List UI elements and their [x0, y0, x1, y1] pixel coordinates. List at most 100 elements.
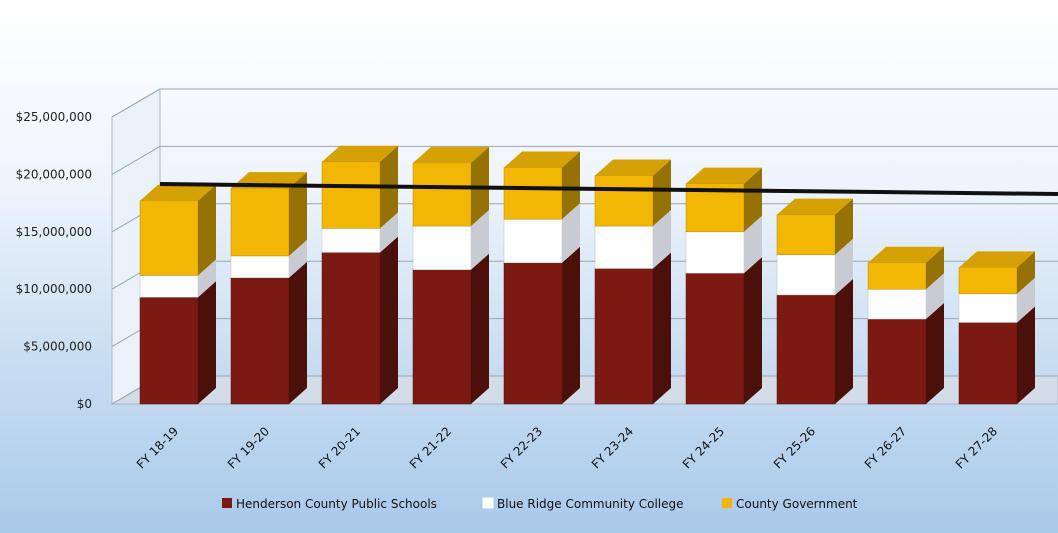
- bar-stack: [685, 167, 762, 405]
- x-tick-label: FY 21-22: [407, 424, 454, 471]
- bar-stack: [594, 159, 671, 405]
- bar-segment: [503, 167, 563, 220]
- bar-segment: [776, 294, 836, 405]
- bars: [139, 145, 1035, 405]
- x-tick-label: FY 19-20: [225, 424, 272, 471]
- bar-top-face: [686, 167, 762, 184]
- bar-segment: [139, 200, 199, 276]
- legend-swatch: [482, 497, 494, 509]
- bar-segment-side: [1017, 277, 1035, 323]
- bar-top-face: [959, 251, 1035, 268]
- bar-top-face: [504, 151, 580, 168]
- y-tick-label: $5,000,000: [23, 340, 92, 354]
- legend-item: Henderson County Public Schools: [222, 497, 437, 511]
- bar-segment-side: [198, 184, 216, 276]
- legend-item: County Government: [722, 497, 858, 511]
- bar-stack: [321, 145, 398, 405]
- bar-segment: [503, 262, 563, 405]
- bar-segment: [321, 252, 381, 405]
- y-tick-label: $0: [77, 397, 92, 411]
- bar-segment: [412, 269, 472, 405]
- bar-segment: [321, 161, 381, 229]
- bar-segment-side: [744, 167, 762, 232]
- bar-segment: [776, 214, 836, 256]
- bar-segment: [594, 225, 654, 269]
- bar-segment: [139, 275, 199, 298]
- x-tick-label: FY 22-23: [498, 424, 545, 471]
- bar-segment-side: [1017, 306, 1035, 404]
- bar-segment-side: [653, 159, 671, 227]
- legend-swatch: [222, 498, 232, 508]
- bar-segment-side: [380, 236, 398, 404]
- bar-stack: [958, 251, 1035, 405]
- bar-segment: [685, 231, 745, 274]
- bar-segment: [958, 267, 1018, 295]
- legend: Henderson County Public Schools Blue Ridg…: [222, 497, 858, 511]
- bar-segment-side: [380, 212, 398, 253]
- bar-segment: [867, 318, 927, 405]
- bar-segment: [412, 162, 472, 227]
- bar-segment-side: [835, 198, 853, 255]
- x-tick-label: FY 27-28: [953, 424, 1000, 471]
- bar-stack: [230, 172, 307, 405]
- bar-segment-side: [926, 246, 944, 290]
- bar-segment: [867, 288, 927, 320]
- bar-segment-side: [198, 259, 216, 298]
- bar-segment-side: [289, 239, 307, 278]
- bar-top-face: [322, 145, 398, 162]
- legend-label: County Government: [736, 497, 858, 511]
- bar-segment-side: [744, 257, 762, 404]
- bar-top-face: [777, 198, 853, 215]
- bar-segment: [230, 187, 290, 257]
- bar-segment-side: [926, 303, 944, 404]
- bar-segment-side: [562, 203, 580, 263]
- bar-segment-side: [562, 246, 580, 404]
- x-tick-label: FY 23-24: [589, 424, 636, 471]
- bar-segment: [503, 218, 563, 264]
- reference-line-group: [159, 182, 1058, 197]
- bar-segment-side: [653, 252, 671, 404]
- bar-segment: [776, 254, 836, 296]
- bar-top-face: [595, 159, 671, 176]
- y-axis-tick-labels: $0 $5,000,000 $10,000,000 $15,000,000 $20,00…: [16, 110, 92, 411]
- bar-segment: [685, 272, 745, 405]
- x-axis-tick-labels: FY 18-19 FY 19-20 FY 20-21 FY 21-22 FY 22-23…: [134, 424, 1000, 471]
- bar-segment-side: [835, 238, 853, 295]
- legend-item: Blue Ridge Community College: [482, 497, 684, 511]
- gridline: [111, 88, 1058, 118]
- bar-segment-side: [471, 210, 489, 270]
- bar-segment-side: [1017, 251, 1035, 294]
- bar-stack: [412, 146, 489, 405]
- y-tick-label: $20,000,000: [16, 167, 92, 181]
- y-tick-label: $15,000,000: [16, 225, 92, 239]
- legend-swatch: [722, 498, 732, 508]
- bar-top-face: [868, 246, 944, 263]
- bar-segment: [321, 228, 381, 253]
- legend-label: Blue Ridge Community College: [497, 497, 684, 511]
- bar-segment: [230, 255, 290, 278]
- bar-segment: [139, 296, 199, 405]
- y-tick-label: $25,000,000: [16, 110, 92, 124]
- bar-segment: [958, 293, 1018, 323]
- reference-line: [159, 182, 1058, 197]
- bar-top-face: [413, 146, 489, 163]
- bar-segment: [230, 277, 290, 405]
- bar-stack: [867, 246, 944, 405]
- bar-segment-side: [562, 151, 580, 220]
- bar-segment-side: [471, 253, 489, 404]
- bar-segment-side: [926, 273, 944, 320]
- bar-segment-side: [289, 172, 307, 256]
- bar-segment-side: [198, 281, 216, 404]
- bar-segment-side: [744, 215, 762, 274]
- x-tick-label: FY 18-19: [134, 424, 181, 471]
- bar-stack: [776, 198, 853, 405]
- bar-segment: [594, 268, 654, 405]
- bar-segment-side: [289, 261, 307, 404]
- bar-stack: [139, 184, 216, 405]
- bar-segment: [412, 225, 472, 270]
- x-tick-label: FY 26-27: [862, 424, 909, 471]
- bar-top-face: [140, 184, 216, 201]
- x-tick-label: FY 25-26: [771, 424, 818, 471]
- legend-label: Henderson County Public Schools: [236, 497, 437, 511]
- bar-stack: [503, 151, 580, 405]
